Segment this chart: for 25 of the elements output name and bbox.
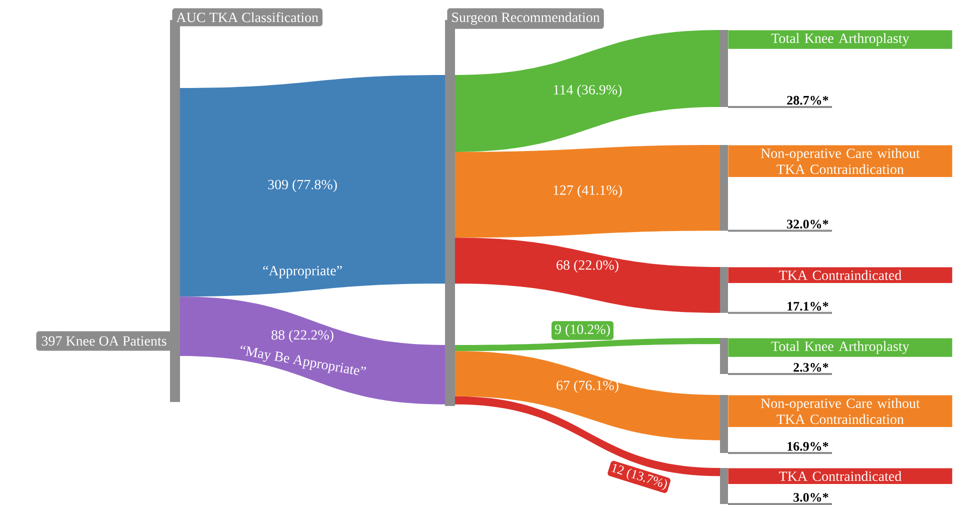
text: AUC TKA Classification xyxy=(176,12,318,22)
text: 28.7%* xyxy=(787,96,828,105)
category-label: Non-operative Care without TKA Contraindication xyxy=(760,398,920,424)
text: 17.1%* xyxy=(788,302,828,311)
data-label: 309 (77.8%) xyxy=(268,179,337,192)
data-label: 67 (76.1%) xyxy=(556,380,618,393)
text: 2.3%* xyxy=(794,362,828,372)
category-label: Total Knee Arthroplasty xyxy=(771,33,910,46)
data-label: 114 (36.9%) xyxy=(554,84,622,98)
data-label: 12 (13.7%) xyxy=(611,464,667,490)
text: 32.0%* xyxy=(787,220,828,229)
text: Surgeon Recommendation xyxy=(452,12,600,25)
data-label: 88 (22.2%) xyxy=(272,330,334,343)
text: 3.0%* xyxy=(794,492,828,502)
text: 397 Knee OA Patients xyxy=(42,336,166,346)
category-label: TKA Contraindicated xyxy=(779,270,902,280)
data-label: 9 (10.2%) xyxy=(554,324,610,337)
text: 16.9%* xyxy=(788,442,828,451)
category-label: Total Knee Arthroplasty xyxy=(771,341,910,354)
category-label: Non-operative Care without TKA Contraindication xyxy=(760,148,920,174)
data-label: 68 (22.0%) xyxy=(556,260,618,273)
category-label: “May Be Appropriate” xyxy=(240,345,366,376)
category-label: TKA Contraindicated xyxy=(779,471,902,482)
category-label: “Appropriate” xyxy=(263,266,342,278)
data-label: 127 (41.1%) xyxy=(554,184,622,198)
